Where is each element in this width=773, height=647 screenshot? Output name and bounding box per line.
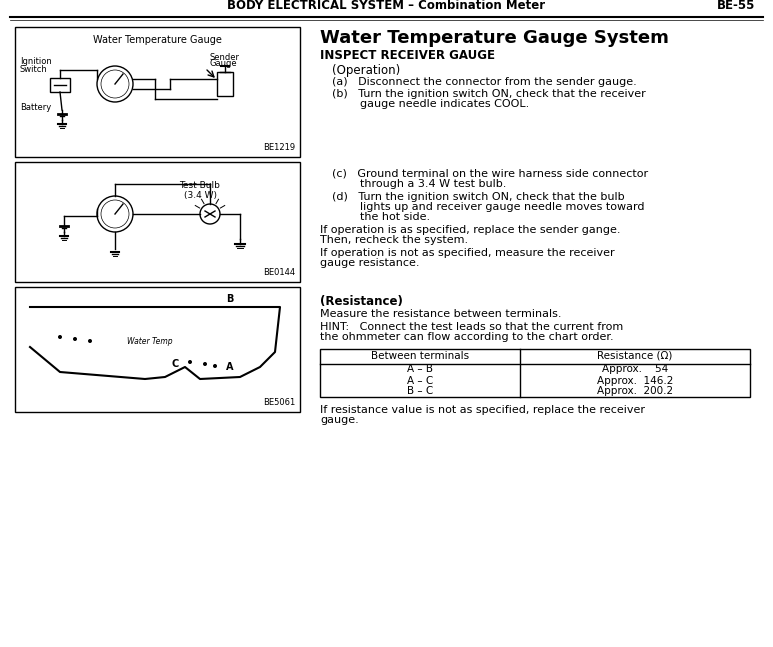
Text: (Operation): (Operation) [332,64,400,77]
Text: BE0144: BE0144 [263,268,295,277]
Text: If resistance value is not as specified, replace the receiver: If resistance value is not as specified,… [320,405,645,415]
Text: HINT:   Connect the test leads so that the current from: HINT: Connect the test leads so that the… [320,322,623,332]
Text: (d)   Turn the ignition switch ON, check that the bulb: (d) Turn the ignition switch ON, check t… [332,192,625,202]
Text: through a 3.4 W test bulb.: through a 3.4 W test bulb. [332,179,506,189]
Text: INSPECT RECEIVER GAUGE: INSPECT RECEIVER GAUGE [320,49,495,62]
Text: Water Temperature Gauge System: Water Temperature Gauge System [320,29,669,47]
Circle shape [188,360,192,364]
Bar [50,78,70,92]
Text: the hot side.: the hot side. [332,212,430,222]
Bar [15,287,300,412]
Text: BE-55: BE-55 [717,0,755,12]
Text: A: A [226,362,233,372]
Text: Between terminals: Between terminals [371,351,469,361]
Text: B – C: B – C [407,386,433,397]
Circle shape [213,364,217,368]
Text: Resistance (Ω): Resistance (Ω) [598,351,673,361]
Text: A – B: A – B [407,364,433,375]
Text: gauge resistance.: gauge resistance. [320,258,420,268]
Text: lights up and receiver gauge needle moves toward: lights up and receiver gauge needle move… [332,202,645,212]
Bar [217,72,233,96]
Text: Approx.  200.2: Approx. 200.2 [597,386,673,397]
Bar [320,349,750,397]
Text: If operation is not as specified, measure the receiver: If operation is not as specified, measur… [320,248,615,258]
Text: (Resistance): (Resistance) [320,295,403,308]
Text: (c)   Ground terminal on the wire harness side connector: (c) Ground terminal on the wire harness … [332,169,648,179]
Text: Water Temp: Water Temp [128,338,173,347]
Text: Water Temperature Gauge: Water Temperature Gauge [93,35,222,45]
Text: B: B [226,294,233,304]
Text: gauge needle indicates COOL.: gauge needle indicates COOL. [332,99,530,109]
Circle shape [73,337,77,341]
Text: (b)   Turn the ignition switch ON, check that the receiver: (b) Turn the ignition switch ON, check t… [332,89,645,99]
Text: Then, recheck the system.: Then, recheck the system. [320,235,468,245]
Text: Switch: Switch [20,65,48,74]
Text: Measure the resistance between terminals.: Measure the resistance between terminals… [320,309,561,319]
Text: C: C [172,359,179,369]
Text: Sender: Sender [210,52,240,61]
Text: Test Bulb
(3.4 W): Test Bulb (3.4 W) [179,181,220,200]
Bar [15,27,300,157]
Text: Battery: Battery [20,102,51,111]
Text: gauge.: gauge. [320,415,359,425]
Text: BODY ELECTRICAL SYSTEM – Combination Meter: BODY ELECTRICAL SYSTEM – Combination Met… [227,0,545,12]
Circle shape [203,362,207,366]
Text: BE1219: BE1219 [263,143,295,152]
Text: If operation is as specified, replace the sender gange.: If operation is as specified, replace th… [320,225,621,235]
Circle shape [88,339,92,343]
Circle shape [58,335,62,339]
Text: (a)   Disconnect the connector from the sender gauge.: (a) Disconnect the connector from the se… [332,77,637,87]
Text: Gauge: Gauge [210,60,237,69]
Text: Approx.    54: Approx. 54 [602,364,668,375]
Text: BE5061: BE5061 [263,398,295,407]
Text: Ignition: Ignition [20,58,52,67]
Text: Approx.  146.2: Approx. 146.2 [597,375,673,386]
Text: the ohmmeter can flow according to the chart order.: the ohmmeter can flow according to the c… [320,332,614,342]
Text: A – C: A – C [407,375,433,386]
Bar [15,162,300,282]
